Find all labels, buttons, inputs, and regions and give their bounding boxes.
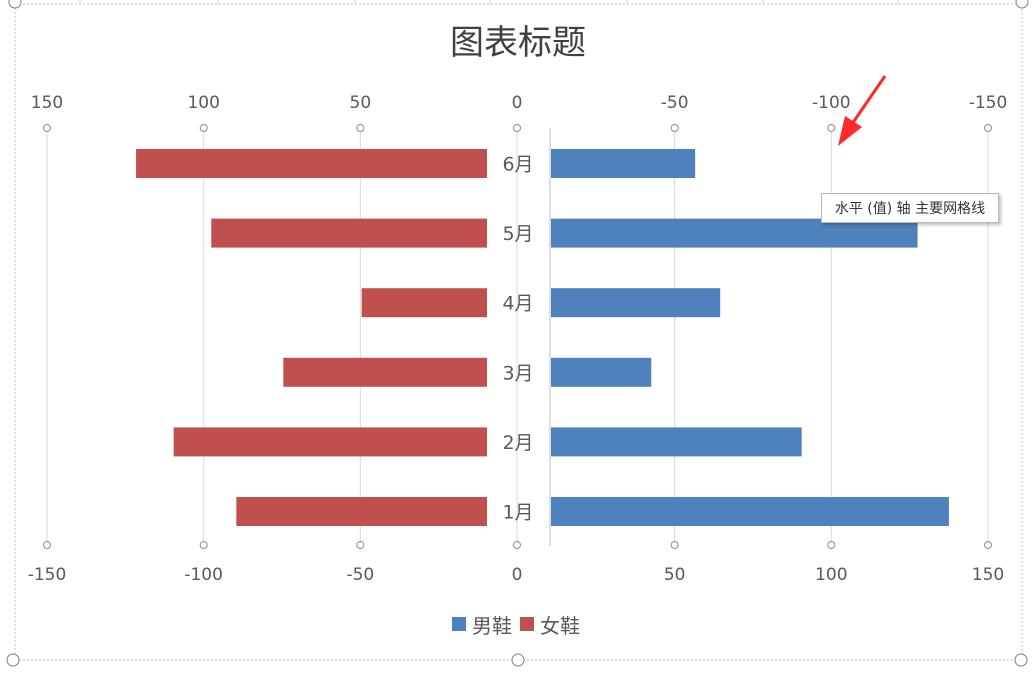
- right-bottom-tick-label: 50: [664, 565, 686, 585]
- bar-male: [551, 218, 918, 248]
- category-label: 1月: [502, 502, 533, 524]
- gridline-tooltip: 水平 (值) 轴 主要网格线: [821, 193, 999, 223]
- chart-area-border: [14, 3, 1023, 661]
- gridline-handle: [827, 124, 836, 132]
- legend-label-male: 男鞋: [472, 613, 512, 638]
- left-bottom-tick-label: -100: [184, 565, 223, 585]
- handle-top-left[interactable]: [8, 0, 22, 9]
- right-top-tick-label: -150: [969, 93, 1008, 113]
- gridline-handle: [827, 541, 836, 549]
- left-bottom-tick-label: 0: [512, 565, 523, 585]
- gridline-handle: [43, 541, 51, 549]
- category-label: 6月: [502, 154, 533, 176]
- right-top-tick-label: -100: [812, 93, 851, 113]
- bar-female: [136, 149, 488, 178]
- left-top-tick-label: 150: [31, 93, 63, 113]
- bar-female: [283, 357, 487, 387]
- left-bottom-tick-label: -50: [346, 565, 374, 585]
- bar-female: [361, 288, 487, 318]
- category-label: 2月: [502, 432, 533, 454]
- category-label: 3月: [502, 362, 533, 384]
- gridline-handle: [670, 541, 679, 549]
- handle-bottom-left[interactable]: [6, 653, 20, 667]
- bar-female: [173, 427, 487, 457]
- gridline-handle: [356, 541, 365, 549]
- gridline-handle: [199, 124, 208, 132]
- legend-item-male[interactable]: 男鞋: [452, 610, 512, 639]
- gridline-handle: [984, 541, 992, 549]
- right-top-tick-label: -50: [661, 93, 689, 113]
- red-arrow-icon: [838, 75, 887, 146]
- bar-male: [551, 497, 949, 526]
- gridline-handle: [984, 124, 992, 132]
- gridline-handle: [513, 124, 521, 132]
- top-ruler-ticks: [79, 0, 899, 4]
- category-label: 5月: [502, 223, 533, 245]
- left-top-tick-label: 0: [512, 93, 523, 113]
- left-bottom-tick-label: -150: [28, 565, 67, 585]
- handle-bottom-right[interactable]: [1014, 653, 1028, 667]
- category-label: 4月: [502, 293, 533, 315]
- gridline-handle: [43, 124, 51, 132]
- bar-male: [551, 149, 696, 178]
- handle-top-right[interactable]: [1015, 0, 1029, 9]
- bar-male: [551, 427, 802, 457]
- bar-male: [551, 288, 721, 318]
- left-top-tick-label: 50: [350, 93, 372, 113]
- right-bottom-tick-label: 100: [815, 565, 847, 585]
- legend-item-female[interactable]: 女鞋: [520, 610, 580, 639]
- selection-handles[interactable]: [6, 0, 1029, 667]
- bar-female: [211, 218, 487, 248]
- legend-label-female: 女鞋: [540, 613, 580, 638]
- gridline-handle: [199, 541, 208, 549]
- left-top-tick-label: 100: [187, 93, 219, 113]
- chart-legend[interactable]: 男鞋 女鞋: [0, 610, 1032, 638]
- right-bottom-tick-label: 150: [972, 565, 1004, 585]
- gridline-handle: [670, 124, 679, 132]
- handle-bottom-middle[interactable]: [511, 653, 525, 667]
- gridline-handle: [356, 124, 365, 132]
- gridline-handle: [513, 541, 521, 549]
- chart-title[interactable]: 图表标题: [450, 23, 586, 63]
- bar-female: [236, 497, 487, 526]
- bar-male: [551, 357, 652, 387]
- legend-swatch-male: [452, 617, 466, 631]
- legend-swatch-female: [520, 617, 534, 631]
